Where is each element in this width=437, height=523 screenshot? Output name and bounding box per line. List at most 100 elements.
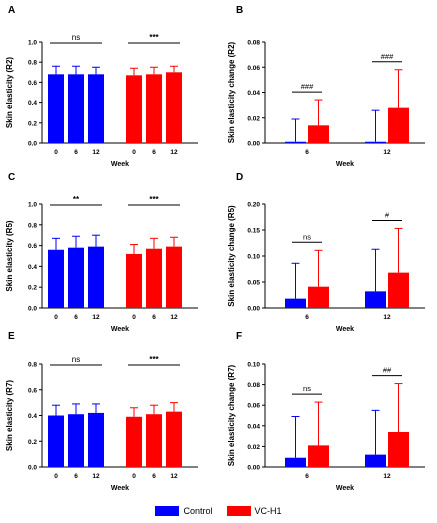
y-axis-label: Skin elasticity change (R5) [227,205,236,307]
x-tick-label: 0 [54,149,58,156]
panel-a: A 0.0 0.2 0.4 0.6 0.8 1.0 Skin elasticity (R2) W… [5,5,198,168]
panel-c: C 0.0 0.2 0.4 0.6 0.8 1.0 Skin elasticity (R5) W… [5,172,198,333]
x-axis-label: Week [111,161,129,168]
x-axis-label: Week [336,485,354,492]
legend-swatch-vch1 [226,506,251,516]
x-tick-label: 0 [132,473,136,480]
bar-vch1 [308,125,329,143]
bar-vch1 [126,416,142,467]
x-tick-label: 6 [74,149,78,156]
bar-control [365,454,386,467]
x-tick-label: 6 [152,149,156,156]
panel-letter: B [236,5,243,16]
x-tick-label: 12 [383,314,391,321]
y-tick-label: 0.4 [28,264,37,271]
x-tick-label: 12 [170,149,178,156]
significance-label: *** [149,33,159,42]
panel-letter: C [8,172,15,183]
x-tick-label: 6 [152,314,156,321]
y-axis-label: Skin elasticity (R7) [5,380,14,451]
x-tick-label: 12 [383,149,391,156]
y-tick-label: 0.2 [28,120,37,127]
panel-letter: D [236,172,243,183]
legend-item-control: Control [155,506,213,516]
bar-vch1 [146,74,162,143]
y-tick-label: 0.02 [247,444,260,451]
bar-vch1 [146,414,162,467]
bar-vch1 [166,72,182,143]
panel-e: E 0.0 0.2 0.4 0.6 0.8 Skin elasticity (R7) Week… [5,331,198,492]
y-tick-label: 0.2 [28,285,37,292]
bar-control [68,247,84,308]
x-tick-label: 6 [305,314,309,321]
y-tick-label: 0.0 [28,141,37,148]
significance-label: ** [73,195,80,204]
x-axis-label: Week [336,326,354,333]
significance-label: *** [149,195,159,204]
bar-vch1 [388,272,409,308]
x-tick-label: 12 [170,314,178,321]
bar-vch1 [166,246,182,308]
significance-label: ## [383,366,392,375]
panel-letter: F [236,331,242,342]
x-tick-label: 12 [92,314,100,321]
bar-vch1 [388,431,409,467]
y-tick-label: 0.4 [28,413,37,420]
significance-label: ns [303,384,311,393]
legend-label-vch1: VC-H1 [254,506,282,516]
y-tick-label: 1.0 [28,202,37,209]
bar-vch1 [126,75,142,143]
figure-canvas: A 0.0 0.2 0.4 0.6 0.8 1.0 Skin elasticity (R2) W… [5,5,425,492]
y-tick-label: 0.2 [28,439,37,446]
y-axis-label: Skin elasticity (R2) [5,57,14,128]
x-axis-label: Week [111,326,129,333]
significance-label: ### [301,82,314,91]
significance-label: *** [149,355,159,364]
bar-control [365,291,386,308]
y-tick-label: 0.10 [247,362,260,369]
bar-vch1 [308,286,329,308]
bar-control [285,298,306,308]
y-tick-label: 0.0 [28,465,37,472]
x-axis-label: Week [336,161,354,168]
legend-swatch-control [155,506,180,516]
significance-label: ns [72,33,80,42]
bar-control [285,457,306,467]
legend-item-vch1: VC-H1 [226,506,282,516]
y-tick-label: 0.0 [28,306,37,313]
y-tick-label: 0.00 [247,306,260,313]
y-tick-label: 0.8 [28,362,37,369]
bar-vch1 [126,253,142,308]
y-tick-label: 0.06 [247,403,260,410]
y-tick-label: 0.08 [247,382,260,389]
y-axis-label: Skin elasticity (R5) [5,220,14,291]
x-tick-label: 0 [54,314,58,321]
bar-control [48,249,64,308]
panel-d: D 0.00 0.05 0.10 0.15 0.20 Skin elasticity cha… [227,172,425,333]
x-tick-label: 6 [305,149,309,156]
y-tick-label: 0.4 [28,100,37,107]
y-tick-label: 0.08 [247,40,260,47]
y-tick-label: 0.04 [247,423,260,430]
significance-label: # [385,210,390,219]
significance-label: ns [303,232,311,241]
x-axis-label: Week [111,485,129,492]
bar-control [88,74,104,143]
y-tick-label: 0.8 [28,60,37,67]
x-tick-label: 12 [170,473,178,480]
bar-control [88,412,104,467]
y-tick-label: 0.00 [247,141,260,148]
significance-label: ### [381,52,394,61]
y-tick-label: 0.6 [28,387,37,394]
y-tick-label: 0.6 [28,243,37,250]
y-tick-label: 0.02 [247,115,260,122]
y-tick-label: 0.06 [247,65,260,72]
y-axis-label: Skin elasticity change (R2) [227,41,236,143]
x-tick-label: 0 [54,473,58,480]
bar-vch1 [388,107,409,143]
x-tick-label: 6 [152,473,156,480]
bar-vch1 [308,445,329,467]
bar-control [365,141,386,143]
y-tick-label: 0.20 [247,202,260,209]
x-tick-label: 6 [74,314,78,321]
